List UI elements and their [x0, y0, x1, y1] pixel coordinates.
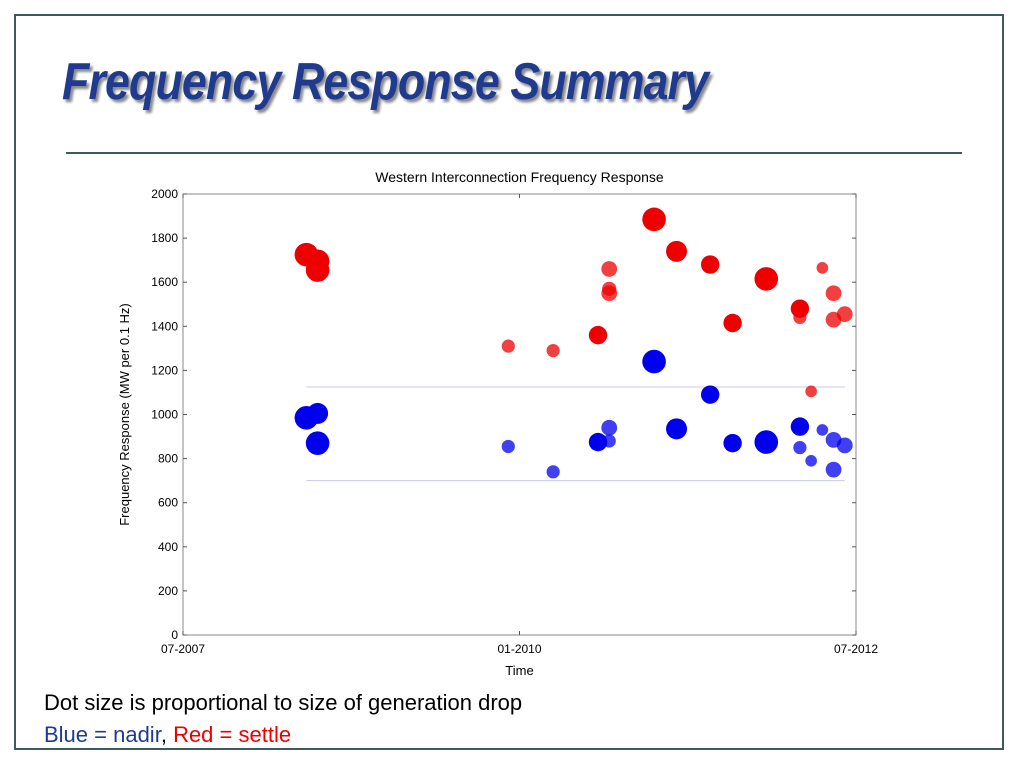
settle-point [601, 285, 618, 302]
nadir-point [836, 437, 853, 454]
y-tick-label: 200 [158, 584, 178, 598]
y-tick-label: 1800 [151, 231, 178, 245]
nadir-point [642, 349, 666, 374]
settle-point [305, 258, 330, 282]
slide-title: Frequency Response Summary [62, 53, 709, 111]
x-tick-label: 07-2012 [834, 642, 878, 656]
settle-point [754, 267, 779, 291]
nadir-point [546, 465, 560, 479]
settle-point [793, 310, 807, 325]
y-tick-label: 1600 [151, 275, 178, 289]
settle-point [588, 325, 608, 345]
x-tick-label: 07-2007 [161, 642, 205, 656]
caption-legend: Blue = nadir, Red = settle [44, 722, 291, 748]
nadir-point [816, 424, 829, 436]
settle-point [546, 343, 560, 358]
nadir-point [305, 431, 330, 455]
nadir-point [805, 454, 817, 467]
nadir-point [501, 439, 515, 454]
y-tick-label: 2000 [151, 187, 178, 201]
y-tick-label: 1000 [151, 408, 178, 422]
legend-separator: , [160, 722, 167, 747]
y-tick-label: 600 [158, 496, 178, 510]
y-tick-label: 1400 [151, 319, 178, 333]
legend-red-text: Red = settle [173, 722, 292, 747]
nadir-point [793, 440, 807, 455]
nadir-point [601, 419, 618, 436]
nadir-point [754, 430, 779, 454]
x-tick-label: 01-2010 [497, 642, 541, 656]
y-tick-label: 800 [158, 452, 178, 466]
plot-area-border [182, 193, 857, 636]
y-tick-label: 0 [171, 628, 178, 642]
chart-title: Western Interconnection Frequency Respon… [375, 169, 664, 185]
caption-dot-size: Dot size is proportional to size of gene… [44, 690, 523, 715]
slide-frame [14, 14, 1004, 750]
nadir-point [588, 432, 608, 452]
nadir-point [723, 433, 742, 453]
nadir-point [666, 418, 688, 440]
x-axis-label: Time [505, 663, 533, 678]
nadir-point [602, 434, 616, 448]
settle-point [723, 313, 742, 333]
nadir-point [825, 461, 842, 478]
settle-point [642, 207, 666, 232]
y-tick-label: 1200 [151, 363, 178, 377]
settle-point [666, 240, 688, 262]
title-divider [66, 152, 962, 154]
nadir-point [307, 402, 329, 424]
legend-blue-text: Blue = nadir [44, 722, 161, 747]
settle-point [501, 339, 515, 353]
settle-point [816, 262, 829, 274]
settle-point [700, 255, 720, 274]
y-axis-label: Frequency Response (MW per 0.1 Hz) [117, 303, 132, 526]
settle-point [805, 385, 817, 398]
settle-point [601, 261, 618, 277]
nadir-point [790, 417, 810, 436]
y-tick-label: 400 [158, 540, 178, 554]
settle-point [836, 306, 853, 323]
settle-point [825, 285, 842, 302]
nadir-point [700, 385, 720, 404]
